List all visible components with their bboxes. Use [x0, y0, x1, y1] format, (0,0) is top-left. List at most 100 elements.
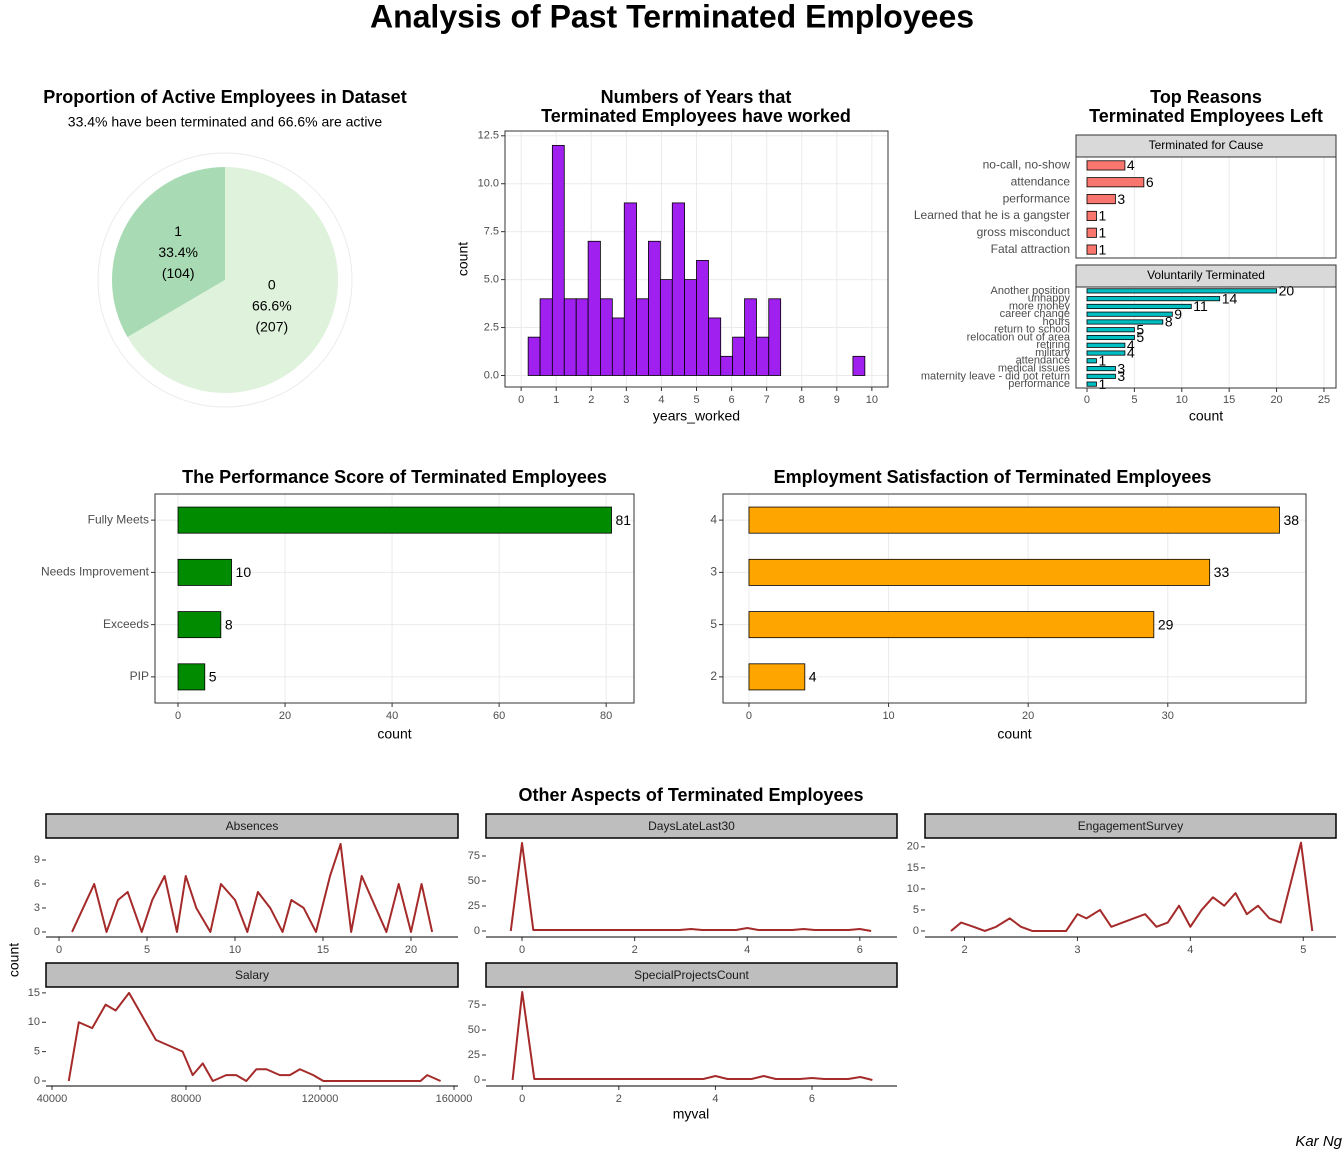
bar [1086, 327, 1135, 333]
line-series [511, 991, 873, 1081]
bar [1086, 160, 1126, 171]
value-label: 29 [1158, 616, 1174, 632]
x-tick-label: 0 [175, 710, 181, 722]
x-axis-label: count [377, 726, 411, 742]
y-tick-label: 0 [34, 1075, 40, 1087]
x-tick-label: 0 [746, 710, 752, 722]
bar [1086, 194, 1116, 205]
x-tick-label: 4 [712, 1093, 718, 1105]
x-tick-label: 0 [56, 944, 62, 956]
slice-percent: 66.6% [252, 298, 292, 314]
bar [1086, 296, 1221, 302]
bar [748, 558, 1211, 586]
y-tick-label: career change [1000, 308, 1070, 320]
bar [1086, 350, 1126, 356]
y-tick-label: 15 [28, 987, 40, 999]
chart-title: Proportion of Active Employees in Datase… [43, 87, 406, 107]
y-tick-label: Exceeds [103, 617, 149, 631]
x-tick-label: 80 [600, 710, 612, 722]
value-label: 14 [1222, 290, 1238, 306]
hist-bar [659, 279, 673, 376]
x-tick-label: 6 [857, 944, 863, 956]
bar [177, 558, 232, 586]
panel-border [1075, 286, 1337, 389]
y-tick-label: 10 [28, 1016, 40, 1028]
x-tick-label: 0 [519, 944, 525, 956]
y-tick-label: 0.0 [484, 369, 499, 381]
y-tick-label: 0 [913, 925, 919, 937]
value-label: 9 [1174, 306, 1182, 322]
y-tick-label: 5.0 [484, 274, 499, 286]
x-axis-label: years_worked [653, 408, 740, 424]
y-tick-label: attendance [1011, 174, 1071, 188]
hist-bar [671, 202, 685, 376]
bar [1086, 358, 1097, 364]
line-series [71, 842, 434, 933]
hist-bar [563, 298, 577, 376]
polar-grid [97, 152, 353, 408]
bar [748, 663, 806, 691]
y-axis-label: count [6, 943, 22, 977]
pie-slice [127, 167, 338, 393]
hist-bar [539, 298, 553, 376]
y-tick-label: 3 [34, 902, 40, 914]
y-tick-label: PIP [130, 669, 149, 683]
slice-percent: 33.4% [158, 244, 198, 260]
chart-title: Terminated Employees Left [1089, 106, 1323, 126]
panel-border [504, 130, 889, 388]
x-tick-label: 3 [623, 394, 629, 406]
x-axis-label: count [997, 726, 1031, 742]
hist-bar [636, 298, 649, 376]
hist-bar [732, 336, 745, 376]
facet-strip [45, 962, 459, 988]
bar [177, 663, 206, 691]
y-tick-label: 25 [468, 1049, 480, 1061]
y-tick-label: performance [1008, 378, 1070, 390]
x-tick-label: 30 [1162, 710, 1174, 722]
y-tick-label: 20 [907, 841, 919, 853]
x-axis-label: myval [673, 1106, 710, 1122]
main-title: Analysis of Past Terminated Employees [370, 0, 974, 34]
x-tick-label: 10 [229, 944, 241, 956]
hist-bar [599, 298, 613, 376]
caption: Kar Ng [1295, 1133, 1342, 1150]
bar [1086, 227, 1097, 238]
slice-count: (207) [255, 319, 288, 335]
chart-title: Top Reasons [1150, 87, 1262, 107]
value-label: 4 [1127, 345, 1135, 361]
chart-title: Employment Satisfaction of Terminated Em… [774, 467, 1212, 487]
facet-label: Voluntarily Terminated [1147, 268, 1265, 282]
x-tick-label: 1 [553, 394, 559, 406]
facet-label: EngagementSurvey [1078, 819, 1183, 833]
y-tick-label: 4 [710, 512, 717, 526]
x-tick-label: 2 [632, 944, 638, 956]
chart-title: Numbers of Years that [601, 87, 792, 107]
y-tick-label: 75 [468, 850, 480, 862]
y-tick-label: 5 [710, 617, 717, 631]
line-series [950, 841, 1314, 932]
y-tick-label: Fatal attraction [991, 242, 1070, 256]
chart-title: The Performance Score of Terminated Empl… [182, 467, 607, 487]
y-tick-label: Learned that he is a gangster [914, 208, 1070, 222]
y-tick-label: Fully Meets [88, 512, 149, 526]
y-tick-label: 0 [34, 926, 40, 938]
facet-label: DaysLateLast30 [648, 819, 735, 833]
y-tick-label: return to school [994, 324, 1070, 336]
x-tick-label: 2 [616, 1093, 622, 1105]
slice-category: 1 [174, 223, 182, 239]
facet-label: Absences [226, 819, 279, 833]
y-tick-label: unhappy [1028, 293, 1071, 305]
bar [1086, 177, 1145, 188]
value-label: 4 [1127, 337, 1135, 353]
value-label: 3 [1117, 191, 1125, 207]
x-tick-label: 2 [588, 394, 594, 406]
x-tick-label: 5 [1300, 944, 1306, 956]
panel-border [154, 493, 635, 704]
value-label: 33 [1214, 564, 1230, 580]
panel-border [1075, 156, 1337, 259]
bar [1086, 373, 1116, 379]
value-label: 1 [1098, 241, 1106, 257]
facet-strip [924, 813, 1337, 839]
y-tick-label: 75 [468, 999, 480, 1011]
panel-border [722, 493, 1307, 704]
